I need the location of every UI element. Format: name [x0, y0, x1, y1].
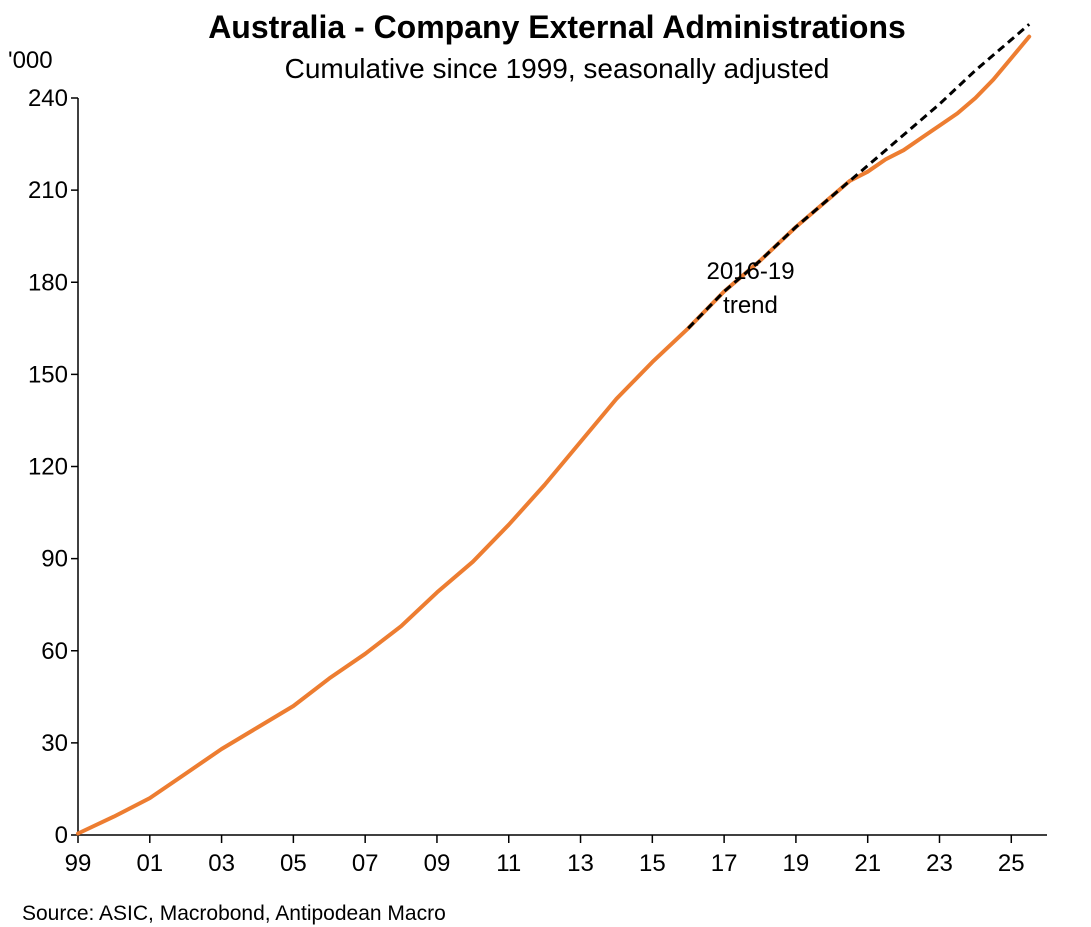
y-tick-label: 180	[28, 269, 68, 296]
y-tick-label: 30	[41, 730, 68, 757]
x-tick-label: 03	[208, 850, 235, 877]
y-unit-label: '000	[8, 47, 53, 74]
source-note: Source: ASIC, Macrobond, Antipodean Macr…	[22, 902, 446, 925]
chart-subtitle: Cumulative since 1999, seasonally adjust…	[285, 53, 830, 84]
x-tick-label: 07	[352, 850, 379, 877]
annotation-text: 2016-19	[706, 258, 794, 285]
y-axis: 0 30 60 90 120 150 180 210 240	[28, 85, 78, 849]
x-tick-label: 25	[998, 850, 1025, 877]
y-tick-label: 0	[55, 822, 68, 849]
trend-line-dashed	[687, 23, 1031, 330]
x-tick-label: 19	[783, 850, 810, 877]
y-tick-label: 150	[28, 361, 68, 388]
x-tick-label: 15	[639, 850, 666, 877]
x-tick-label: 23	[926, 850, 953, 877]
y-tick-label: 120	[28, 454, 68, 481]
x-tick-label: 01	[136, 850, 163, 877]
x-tick-label: 13	[567, 850, 594, 877]
x-tick-label: 05	[280, 850, 307, 877]
y-tick-label: 210	[28, 177, 68, 204]
annotation-text: trend	[723, 292, 778, 319]
x-tick-label: 99	[65, 850, 92, 877]
y-tick-label: 90	[41, 546, 68, 573]
x-tick-label: 17	[711, 850, 738, 877]
chart-title: Australia - Company External Administrat…	[208, 9, 906, 45]
annotation-layer: 2016-19 trend	[706, 258, 794, 319]
x-tick-label: 09	[424, 850, 451, 877]
series-line	[76, 34, 1032, 836]
x-tick-label: 11	[496, 850, 521, 877]
y-tick-label: 240	[28, 85, 68, 112]
x-axis: 99 01 03 05 07 09 11 13 15 17 19 21 23 25	[65, 835, 1025, 877]
series-layer	[76, 23, 1032, 836]
y-tick-label: 60	[41, 638, 68, 665]
x-tick-label: 21	[854, 850, 881, 877]
